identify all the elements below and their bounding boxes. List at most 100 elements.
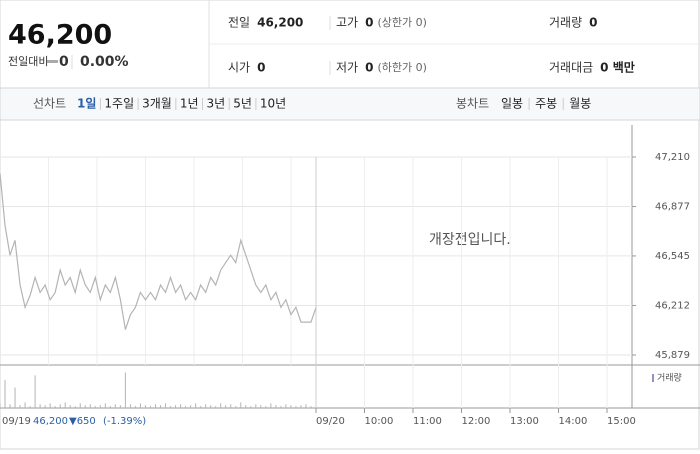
volume-bar xyxy=(180,404,182,408)
volume-bar xyxy=(285,404,287,408)
volume-bar xyxy=(280,406,282,408)
market-closed-message: 개장전입니다. xyxy=(429,232,511,248)
stat-value: 0 xyxy=(257,61,265,75)
change: 0 xyxy=(59,54,69,70)
volume-bar xyxy=(4,380,6,408)
volume-bar xyxy=(290,405,292,408)
volume-bar xyxy=(154,404,156,408)
volume-bar xyxy=(124,372,126,408)
volume-bar xyxy=(275,405,277,408)
flat-icon xyxy=(47,60,58,63)
x-tick-label: 12:00 xyxy=(462,416,491,427)
volume-bar xyxy=(175,405,177,408)
volume-bar xyxy=(165,403,167,408)
volume-bar xyxy=(104,403,106,408)
y-tick-label: 46,545 xyxy=(655,251,690,262)
volume-bar xyxy=(255,404,257,408)
volume-bar xyxy=(119,405,121,408)
period-tab[interactable]: 1일 xyxy=(77,97,96,111)
volume-bar xyxy=(305,404,307,408)
rate: 0.00% xyxy=(80,54,129,70)
volume-bar xyxy=(9,404,11,408)
volume-bar xyxy=(64,402,66,408)
x-tick-label: 10:00 xyxy=(365,416,394,427)
volume-bar xyxy=(160,405,162,408)
price: 46,200 xyxy=(8,20,112,51)
volume-bar xyxy=(59,404,61,408)
tab-group-label: 봉차트 xyxy=(456,97,489,111)
volume-bar xyxy=(215,406,217,408)
stat-note: (하한가 0) xyxy=(377,60,426,74)
volume-bar xyxy=(270,403,272,408)
volume-bar xyxy=(220,403,222,408)
price-line xyxy=(0,173,317,330)
stat-label: 전일 xyxy=(228,16,250,30)
stat-label: 저가 xyxy=(336,61,358,75)
volume-bar xyxy=(34,375,36,408)
volume-bar xyxy=(79,403,81,408)
candle-tab[interactable]: 일봉 xyxy=(501,97,523,111)
stat-note: (상한가 0) xyxy=(377,16,426,29)
x-tick-label: 09/20 xyxy=(316,416,345,427)
summary-close: 46,200 xyxy=(33,416,68,427)
volume-bar xyxy=(300,405,302,408)
tab-bar xyxy=(0,87,700,121)
y-tick-label: 45,879 xyxy=(655,350,690,361)
stat-value: 46,200 xyxy=(257,16,303,30)
volume-bar xyxy=(200,406,202,408)
y-tick-label: 47,210 xyxy=(655,152,690,163)
volume-bar xyxy=(295,406,297,408)
candle-tab[interactable]: 월봉 xyxy=(569,97,591,111)
volume-bar xyxy=(230,404,232,408)
volume-bar xyxy=(240,402,242,408)
volume-bar xyxy=(245,405,247,408)
volume-bar xyxy=(170,406,172,408)
volume-bar xyxy=(94,406,96,408)
y-tick-label: 46,212 xyxy=(655,300,690,311)
volume-bar xyxy=(185,406,187,408)
candle-tab[interactable]: 주봉 xyxy=(535,97,557,111)
volume-bar xyxy=(149,406,151,408)
stat-label: 고가 xyxy=(336,16,358,30)
volume-bar xyxy=(69,405,71,408)
volume-bar xyxy=(14,387,16,408)
stat-label: 거래대금 xyxy=(549,61,593,75)
volume-bar xyxy=(260,405,262,408)
summary-date: 09/19 xyxy=(2,416,31,427)
volume-bar xyxy=(134,406,136,408)
stat-value: 0 xyxy=(365,16,373,30)
x-tick-label: 11:00 xyxy=(413,416,442,427)
period-tab[interactable]: 10년 xyxy=(260,97,286,111)
volume-bar xyxy=(44,405,46,408)
volume-bar xyxy=(195,403,197,408)
volume-bar xyxy=(250,406,252,408)
volume-legend-swatch xyxy=(652,374,654,382)
volume-bar xyxy=(74,406,76,408)
tab-group-label: 선차트 xyxy=(33,97,66,111)
period-tab[interactable]: 5년 xyxy=(233,97,252,111)
volume-bar xyxy=(29,406,31,408)
volume-bar xyxy=(54,406,56,408)
volume-bar xyxy=(114,404,116,408)
volume-bar xyxy=(310,406,312,408)
stat-value: 0 xyxy=(589,16,597,30)
period-tab[interactable]: 1년 xyxy=(180,97,199,111)
period-tab[interactable]: 1주일 xyxy=(104,97,134,111)
volume-bar xyxy=(49,403,51,408)
y-tick-label: 46,877 xyxy=(655,202,690,213)
period-tab[interactable]: 3개월 xyxy=(142,97,172,111)
volume-legend: 거래량 xyxy=(657,372,682,384)
volume-bar xyxy=(139,403,141,408)
volume-bar xyxy=(225,405,227,408)
period-tab[interactable]: 3년 xyxy=(207,97,226,111)
volume-bar xyxy=(19,405,21,408)
volume-bar xyxy=(235,406,237,408)
volume-bar xyxy=(205,404,207,408)
volume-bar xyxy=(0,403,1,408)
volume-bar xyxy=(39,404,41,408)
volume-bar xyxy=(99,405,101,408)
x-tick-label: 14:00 xyxy=(559,416,588,427)
volume-bar xyxy=(129,404,131,408)
